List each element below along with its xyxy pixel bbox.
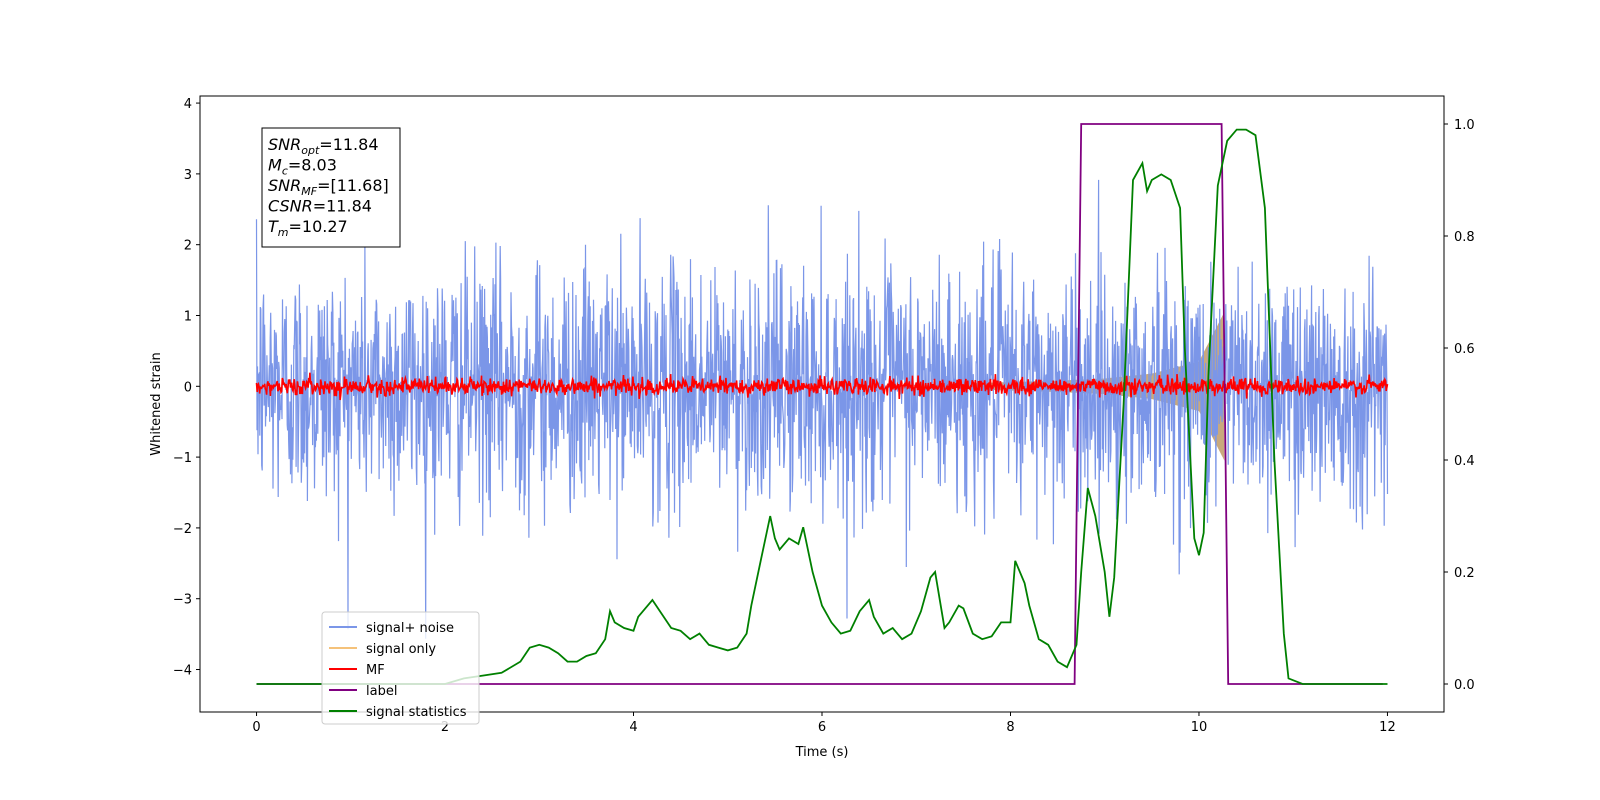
y-tick-label: 4 <box>184 97 192 112</box>
series-signal-noise-line <box>255 179 1389 639</box>
y2-tick-label: 0.6 <box>1454 342 1475 357</box>
x-tick-label: 4 <box>629 720 637 735</box>
series-mf-line <box>255 372 1389 401</box>
annotation-lines: SNRopt=11.84Mc=8.03SNRMF=[11.68]CSNR=11.… <box>268 135 389 239</box>
y-tick-label: −2 <box>173 522 192 537</box>
y-axis-label: Whitened strain <box>149 352 164 455</box>
x-tick-label: 10 <box>1191 720 1208 735</box>
y-tick-label: 1 <box>184 309 192 324</box>
legend-label: label <box>366 684 397 699</box>
x-tick-label: 12 <box>1379 720 1396 735</box>
y-tick-label: 0 <box>184 380 192 395</box>
annotation-line: CSNR=11.84 <box>268 197 372 216</box>
x-axis-label: Time (s) <box>795 745 849 760</box>
legend-label: MF <box>366 663 385 678</box>
x-tick-label: 6 <box>818 720 826 735</box>
y2-tick-label: 0.8 <box>1454 230 1475 245</box>
legend-entries: signal+ noise signal only MF label signal st… <box>329 621 467 720</box>
legend-label: signal only <box>366 642 436 657</box>
legend-frame <box>321 611 480 725</box>
x-tick-label: 0 <box>252 720 260 735</box>
series-layer <box>255 123 1389 685</box>
legend-label: signal+ noise <box>366 621 454 636</box>
y2-tick-label: 1.0 <box>1454 118 1475 133</box>
y-tick-label: 3 <box>184 168 192 183</box>
annotation-line: SNRMF=[11.68] <box>268 176 389 198</box>
y-tick-label: −1 <box>173 451 192 466</box>
annotation-line: Tm=10.27 <box>268 217 348 239</box>
x-tick-label: 2 <box>441 720 449 735</box>
legend-label: signal statistics <box>366 705 467 720</box>
annotation-line: SNRopt=11.84 <box>268 135 379 157</box>
y-tick-label: −3 <box>173 593 192 608</box>
y2-tick-label: 0.4 <box>1454 454 1475 469</box>
annotation-frame <box>261 127 401 248</box>
series-label-line <box>256 123 1383 685</box>
y2-tick-label: 0.2 <box>1454 566 1475 581</box>
y-tick-label: 2 <box>184 239 192 254</box>
annotation-line: Mc=8.03 <box>268 156 337 178</box>
y-tick-label: −4 <box>173 664 192 679</box>
stats-annotation-box: SNRopt=11.84Mc=8.03SNRMF=[11.68]CSNR=11.… <box>261 127 401 248</box>
y2-tick-label: 0.0 <box>1454 678 1475 693</box>
legend: signal+ noise signal only MF label signal st… <box>321 611 480 725</box>
x-tick-label: 8 <box>1006 720 1014 735</box>
series-signal-statistics-line <box>256 128 1388 685</box>
